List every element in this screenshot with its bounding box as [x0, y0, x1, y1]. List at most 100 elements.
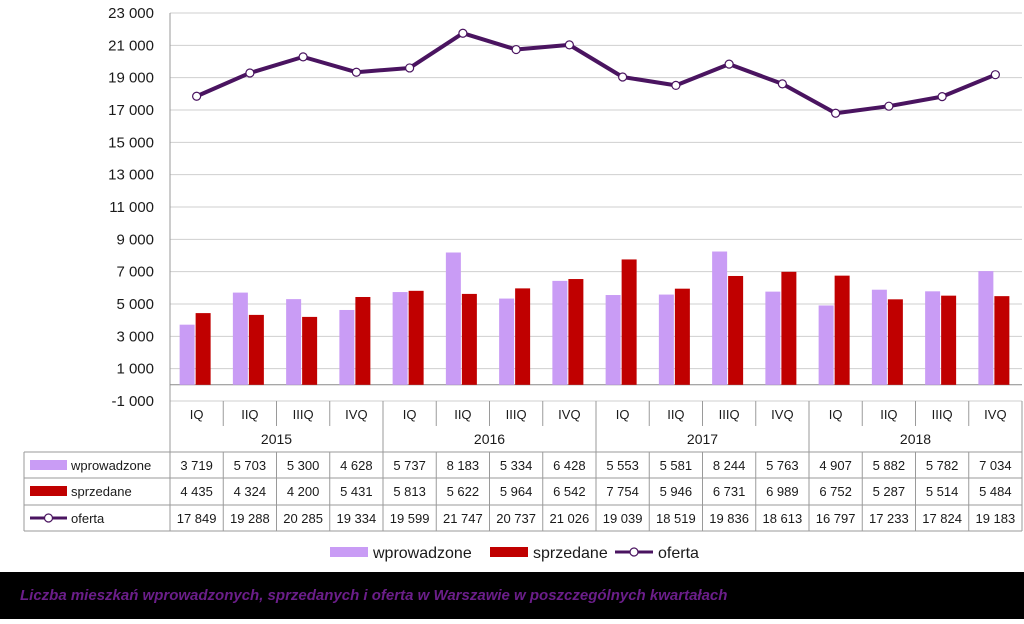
table-cell: 4 628: [340, 458, 373, 473]
table-cell: 6 542: [553, 484, 586, 499]
bar-sprzedane: [887, 299, 903, 385]
x-tick-label: IIIQ: [719, 407, 740, 422]
legend-key-wprowadzone: [330, 547, 368, 557]
x-tick-label: IQ: [829, 407, 843, 422]
table-cell: 16 797: [816, 511, 856, 526]
bar-wprowadzone: [552, 280, 568, 385]
y-tick-label: 5 000: [116, 296, 154, 313]
marker-oferta: [618, 72, 628, 82]
table-cell: 4 324: [234, 484, 267, 499]
table-cell: 5 581: [660, 458, 693, 473]
bar-sprzedane: [302, 316, 318, 385]
table-cell: 18 613: [762, 511, 802, 526]
table-cell: 17 824: [922, 511, 962, 526]
table-cell: 3 719: [180, 458, 213, 473]
marker-oferta: [192, 91, 202, 101]
marker-oferta: [405, 63, 415, 73]
table-key-marker-oferta: [43, 513, 54, 523]
year-label: 2018: [900, 431, 931, 447]
bar-sprzedane: [355, 296, 371, 385]
table-cell: 7 754: [606, 484, 639, 499]
marker-oferta: [990, 70, 1000, 80]
table-key-wprowadzone: [30, 460, 67, 470]
table-cell: 6 752: [819, 484, 852, 499]
marker-oferta: [298, 52, 308, 62]
table-cell: 19 288: [230, 511, 270, 526]
x-tick-label: IIIQ: [932, 407, 953, 422]
bar-sprzedane: [994, 296, 1010, 385]
y-tick-label: 1 000: [116, 361, 154, 378]
marker-oferta: [671, 80, 681, 91]
legend-label: sprzedane: [533, 545, 608, 562]
x-tick-label: IIQ: [241, 407, 258, 422]
y-axis-ticks: -1 000 1 000 3 000 5 000 7 000 9 000 11 000 13 …: [108, 5, 154, 410]
y-tick-label: 17 000: [108, 102, 154, 119]
bar-wprowadzone: [925, 291, 941, 385]
marker-oferta: [937, 92, 947, 102]
table-cell: 5 622: [447, 484, 480, 499]
legend-label: wprowadzone: [372, 545, 472, 562]
year-label: 2016: [474, 431, 505, 447]
table-cell: 5 300: [287, 458, 320, 473]
table-cell: 5 737: [393, 458, 426, 473]
table-cell: 5 763: [766, 458, 799, 473]
legend-marker-oferta: [629, 547, 639, 557]
table-cell: 4 435: [180, 484, 213, 499]
x-tick-label: IIQ: [880, 407, 897, 422]
table-cell: 19 183: [975, 511, 1015, 526]
table-cell: 4 907: [819, 458, 852, 473]
bar-wprowadzone: [978, 271, 994, 385]
bar-sprzedane: [195, 313, 211, 385]
marker-oferta: [351, 67, 361, 77]
bar-sprzedane: [674, 288, 690, 385]
bars: [179, 251, 1010, 385]
oferta-line: [192, 28, 1000, 118]
table-cell: 5 484: [979, 484, 1012, 499]
bar-sprzedane: [248, 314, 264, 385]
table-series-label: oferta: [71, 511, 105, 526]
table-cell: 5 287: [873, 484, 906, 499]
marker-oferta: [724, 59, 734, 69]
table-series-label: wprowadzone: [70, 458, 151, 473]
marker-oferta: [245, 68, 255, 78]
marker-oferta: [777, 79, 787, 89]
x-tick-label: IVQ: [345, 407, 367, 422]
table-key-sprzedane: [30, 486, 67, 496]
y-tick-label: 23 000: [108, 5, 154, 22]
bar-wprowadzone: [712, 251, 728, 385]
y-tick-label: 15 000: [108, 134, 154, 151]
table-cell: 21 026: [549, 511, 589, 526]
x-tick-label: IVQ: [558, 407, 580, 422]
table-cell: 19 039: [603, 511, 643, 526]
bar-sprzedane: [568, 279, 584, 385]
y-tick-label: 13 000: [108, 167, 154, 184]
bar-sprzedane: [621, 259, 637, 385]
y-tick-label: 19 000: [108, 70, 154, 87]
table-cell: 5 882: [873, 458, 906, 473]
y-tick-label: 3 000: [116, 328, 154, 345]
bar-wprowadzone: [765, 291, 781, 385]
footer-caption: Liczba mieszkań wprowadzonych, sprzedany…: [20, 587, 727, 604]
x-tick-label: IQ: [616, 407, 630, 422]
y-tick-label: 21 000: [108, 37, 154, 54]
marker-oferta: [511, 44, 521, 55]
table-cell: 7 034: [979, 458, 1012, 473]
y-tick-label: -1 000: [111, 393, 154, 410]
table-cell: 18 519: [656, 511, 696, 526]
x-tick-label: IIQ: [454, 407, 471, 422]
table-cell: 8 183: [447, 458, 480, 473]
line-oferta: [195, 31, 997, 116]
x-tick-label: IIIQ: [293, 407, 314, 422]
bar-wprowadzone: [232, 292, 248, 385]
bar-wprowadzone: [818, 305, 834, 385]
table-cell: 5 703: [234, 458, 267, 473]
bar-sprzedane: [941, 295, 957, 385]
table-cell: 21 747: [443, 511, 483, 526]
bar-sprzedane: [515, 288, 531, 385]
bar-sprzedane: [408, 290, 424, 385]
x-tick-label: IIQ: [667, 407, 684, 422]
bar-wprowadzone: [445, 252, 461, 385]
table-cell: 20 285: [283, 511, 323, 526]
